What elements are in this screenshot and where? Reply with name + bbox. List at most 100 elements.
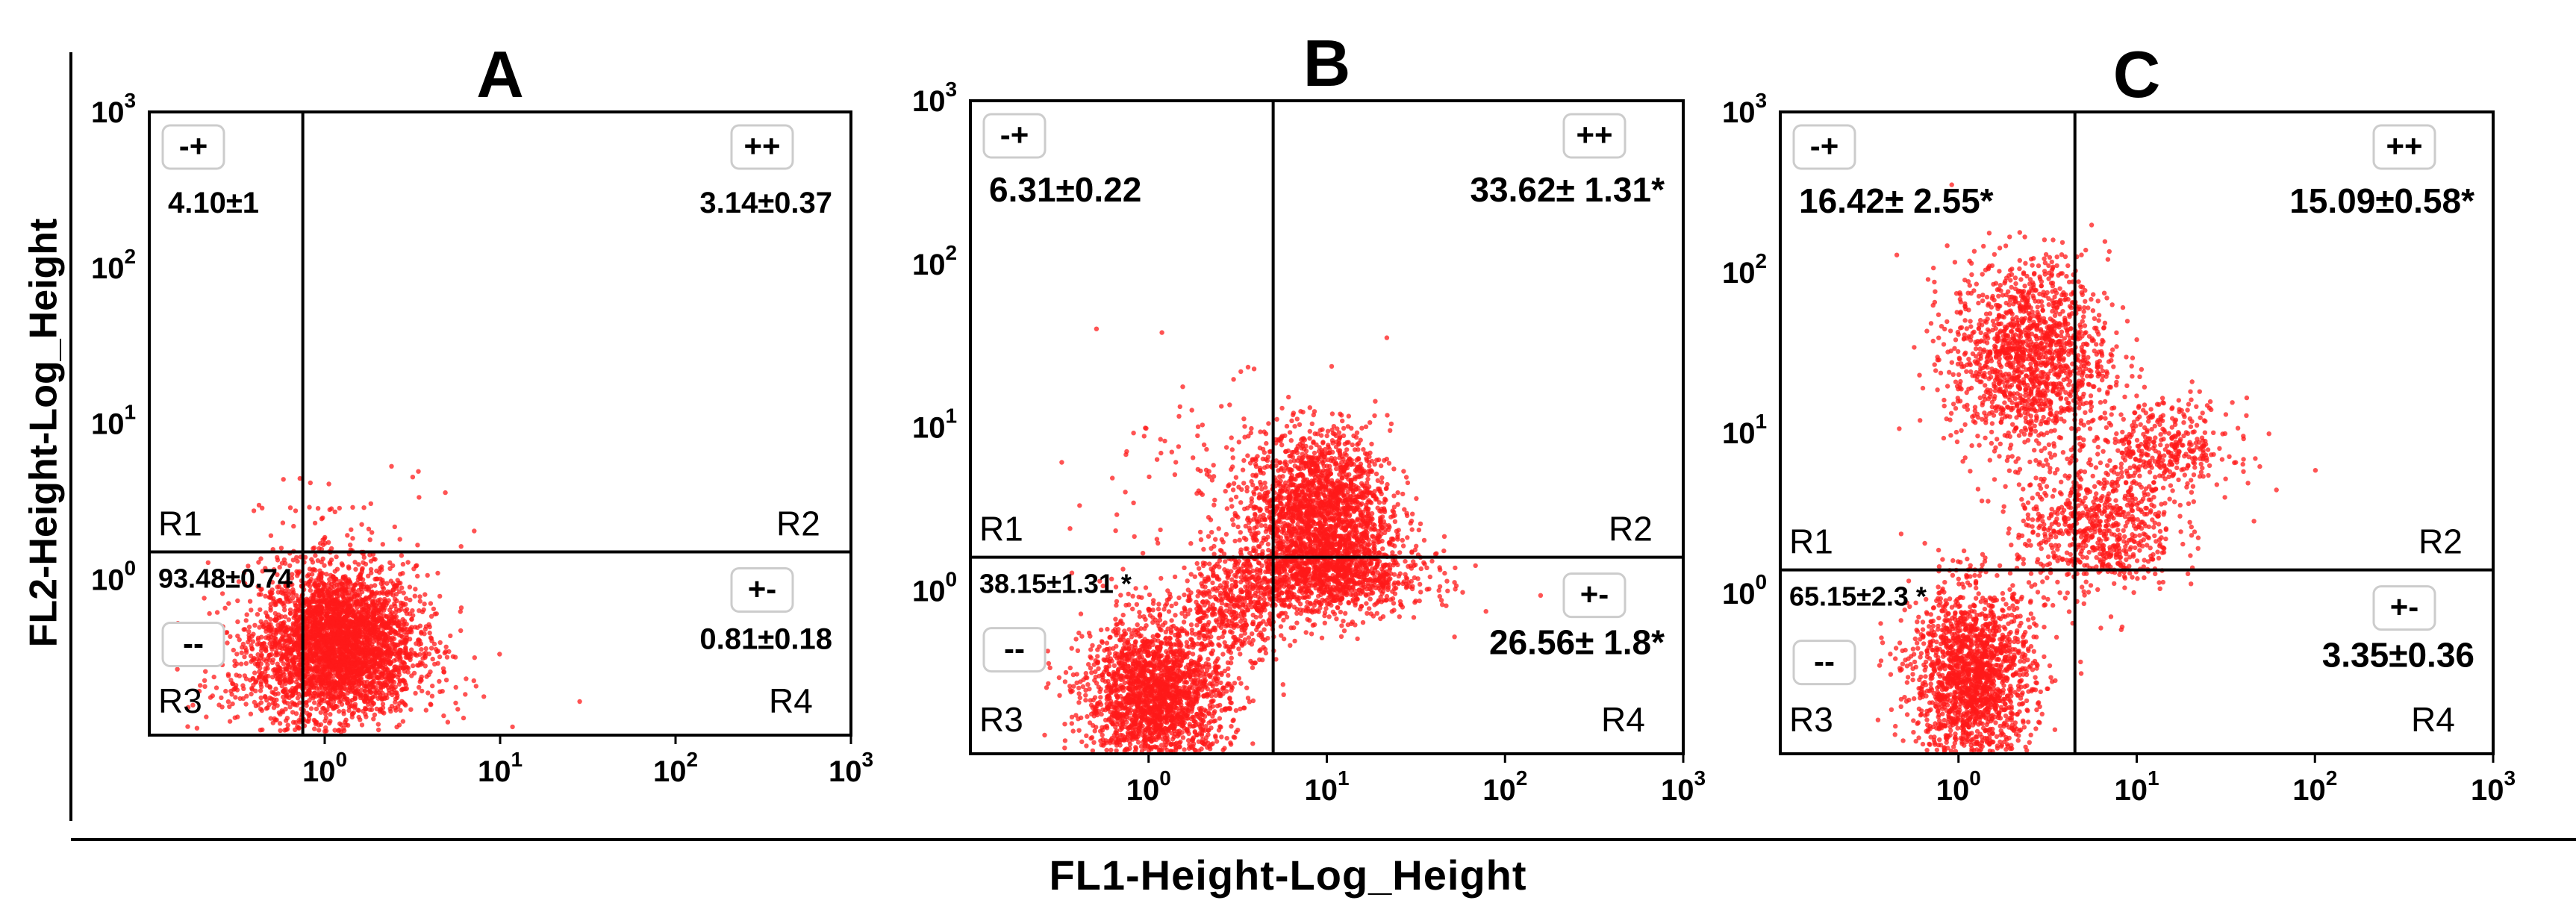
data-point [282,699,287,705]
data-point [379,672,384,677]
data-point [253,688,258,693]
data-point [1135,622,1140,628]
region-label-R1: R1 [158,504,202,543]
data-point [346,564,352,569]
data-point [345,533,350,538]
data-point [1078,611,1084,616]
data-point [400,561,406,567]
data-point [265,614,270,619]
data-point [1095,647,1100,652]
data-point [363,693,368,699]
data-point [343,717,349,722]
quadrant-value-R1: 4.10±1 [168,187,259,219]
data-point [320,556,325,561]
data-point [322,646,327,651]
data-point [357,621,362,626]
data-point [1235,728,1241,733]
data-point [352,686,358,691]
data-point [235,598,240,604]
data-point [295,696,301,701]
data-point [391,658,397,663]
data-point [243,650,249,655]
data-point [334,640,340,646]
data-point [393,664,399,669]
data-point [323,728,329,734]
data-point [416,637,422,643]
data-point [383,660,389,666]
data-point [1098,695,1103,700]
data-point [346,584,351,590]
data-point [226,601,231,606]
data-point [287,640,293,645]
data-point [377,590,382,596]
data-point [278,711,283,717]
data-point [280,520,286,525]
data-point [411,670,417,676]
data-point [367,707,372,712]
data-point [400,571,405,576]
data-point [382,683,387,688]
data-point [1280,682,1286,687]
data-point [336,682,342,687]
data-point [429,693,435,699]
data-point [293,679,299,684]
data-point [1062,679,1068,684]
data-point [453,700,458,706]
data-point [331,631,336,637]
data-point [444,655,450,660]
data-point [353,566,358,572]
data-point [1106,717,1111,722]
data-point [423,650,428,655]
data-point [185,724,190,729]
data-point [362,688,368,694]
data-point [244,612,249,617]
data-point [333,703,338,709]
data-point [440,689,445,694]
data-point [393,592,399,597]
data-point [577,699,582,705]
data-point [312,726,317,731]
data-point [394,618,400,624]
data-point [408,597,413,603]
data-point [316,612,321,617]
data-point [435,660,440,666]
data-point [275,664,281,669]
data-point [320,706,325,711]
data-point [442,650,447,656]
data-point [309,599,315,605]
data-point [291,523,296,529]
data-point [399,585,405,590]
data-point [387,566,393,571]
data-point [1111,663,1117,669]
data-point [211,674,216,680]
data-point [337,505,342,511]
data-point [375,727,381,733]
data-point [304,658,310,663]
data-point [384,667,390,673]
data-point [340,656,346,661]
data-point [265,666,270,671]
data-point [1070,728,1076,734]
data-point [343,623,348,628]
data-point [373,624,378,629]
data-point [322,667,327,672]
data-point [330,643,335,649]
quadrant-sign-R3: -- [161,621,225,667]
data-point [325,707,330,713]
data-point [423,708,428,713]
data-point [1111,628,1116,634]
data-point [376,608,382,613]
data-point [351,584,356,589]
data-point [274,717,279,722]
data-point [287,672,293,678]
region-label-R4: R4 [769,681,813,720]
data-point [383,634,388,640]
data-point [384,614,390,619]
data-point [359,522,364,527]
data-point [324,602,330,607]
data-point [372,616,377,622]
data-point [337,727,342,733]
data-point [337,663,343,668]
data-point [393,699,398,705]
